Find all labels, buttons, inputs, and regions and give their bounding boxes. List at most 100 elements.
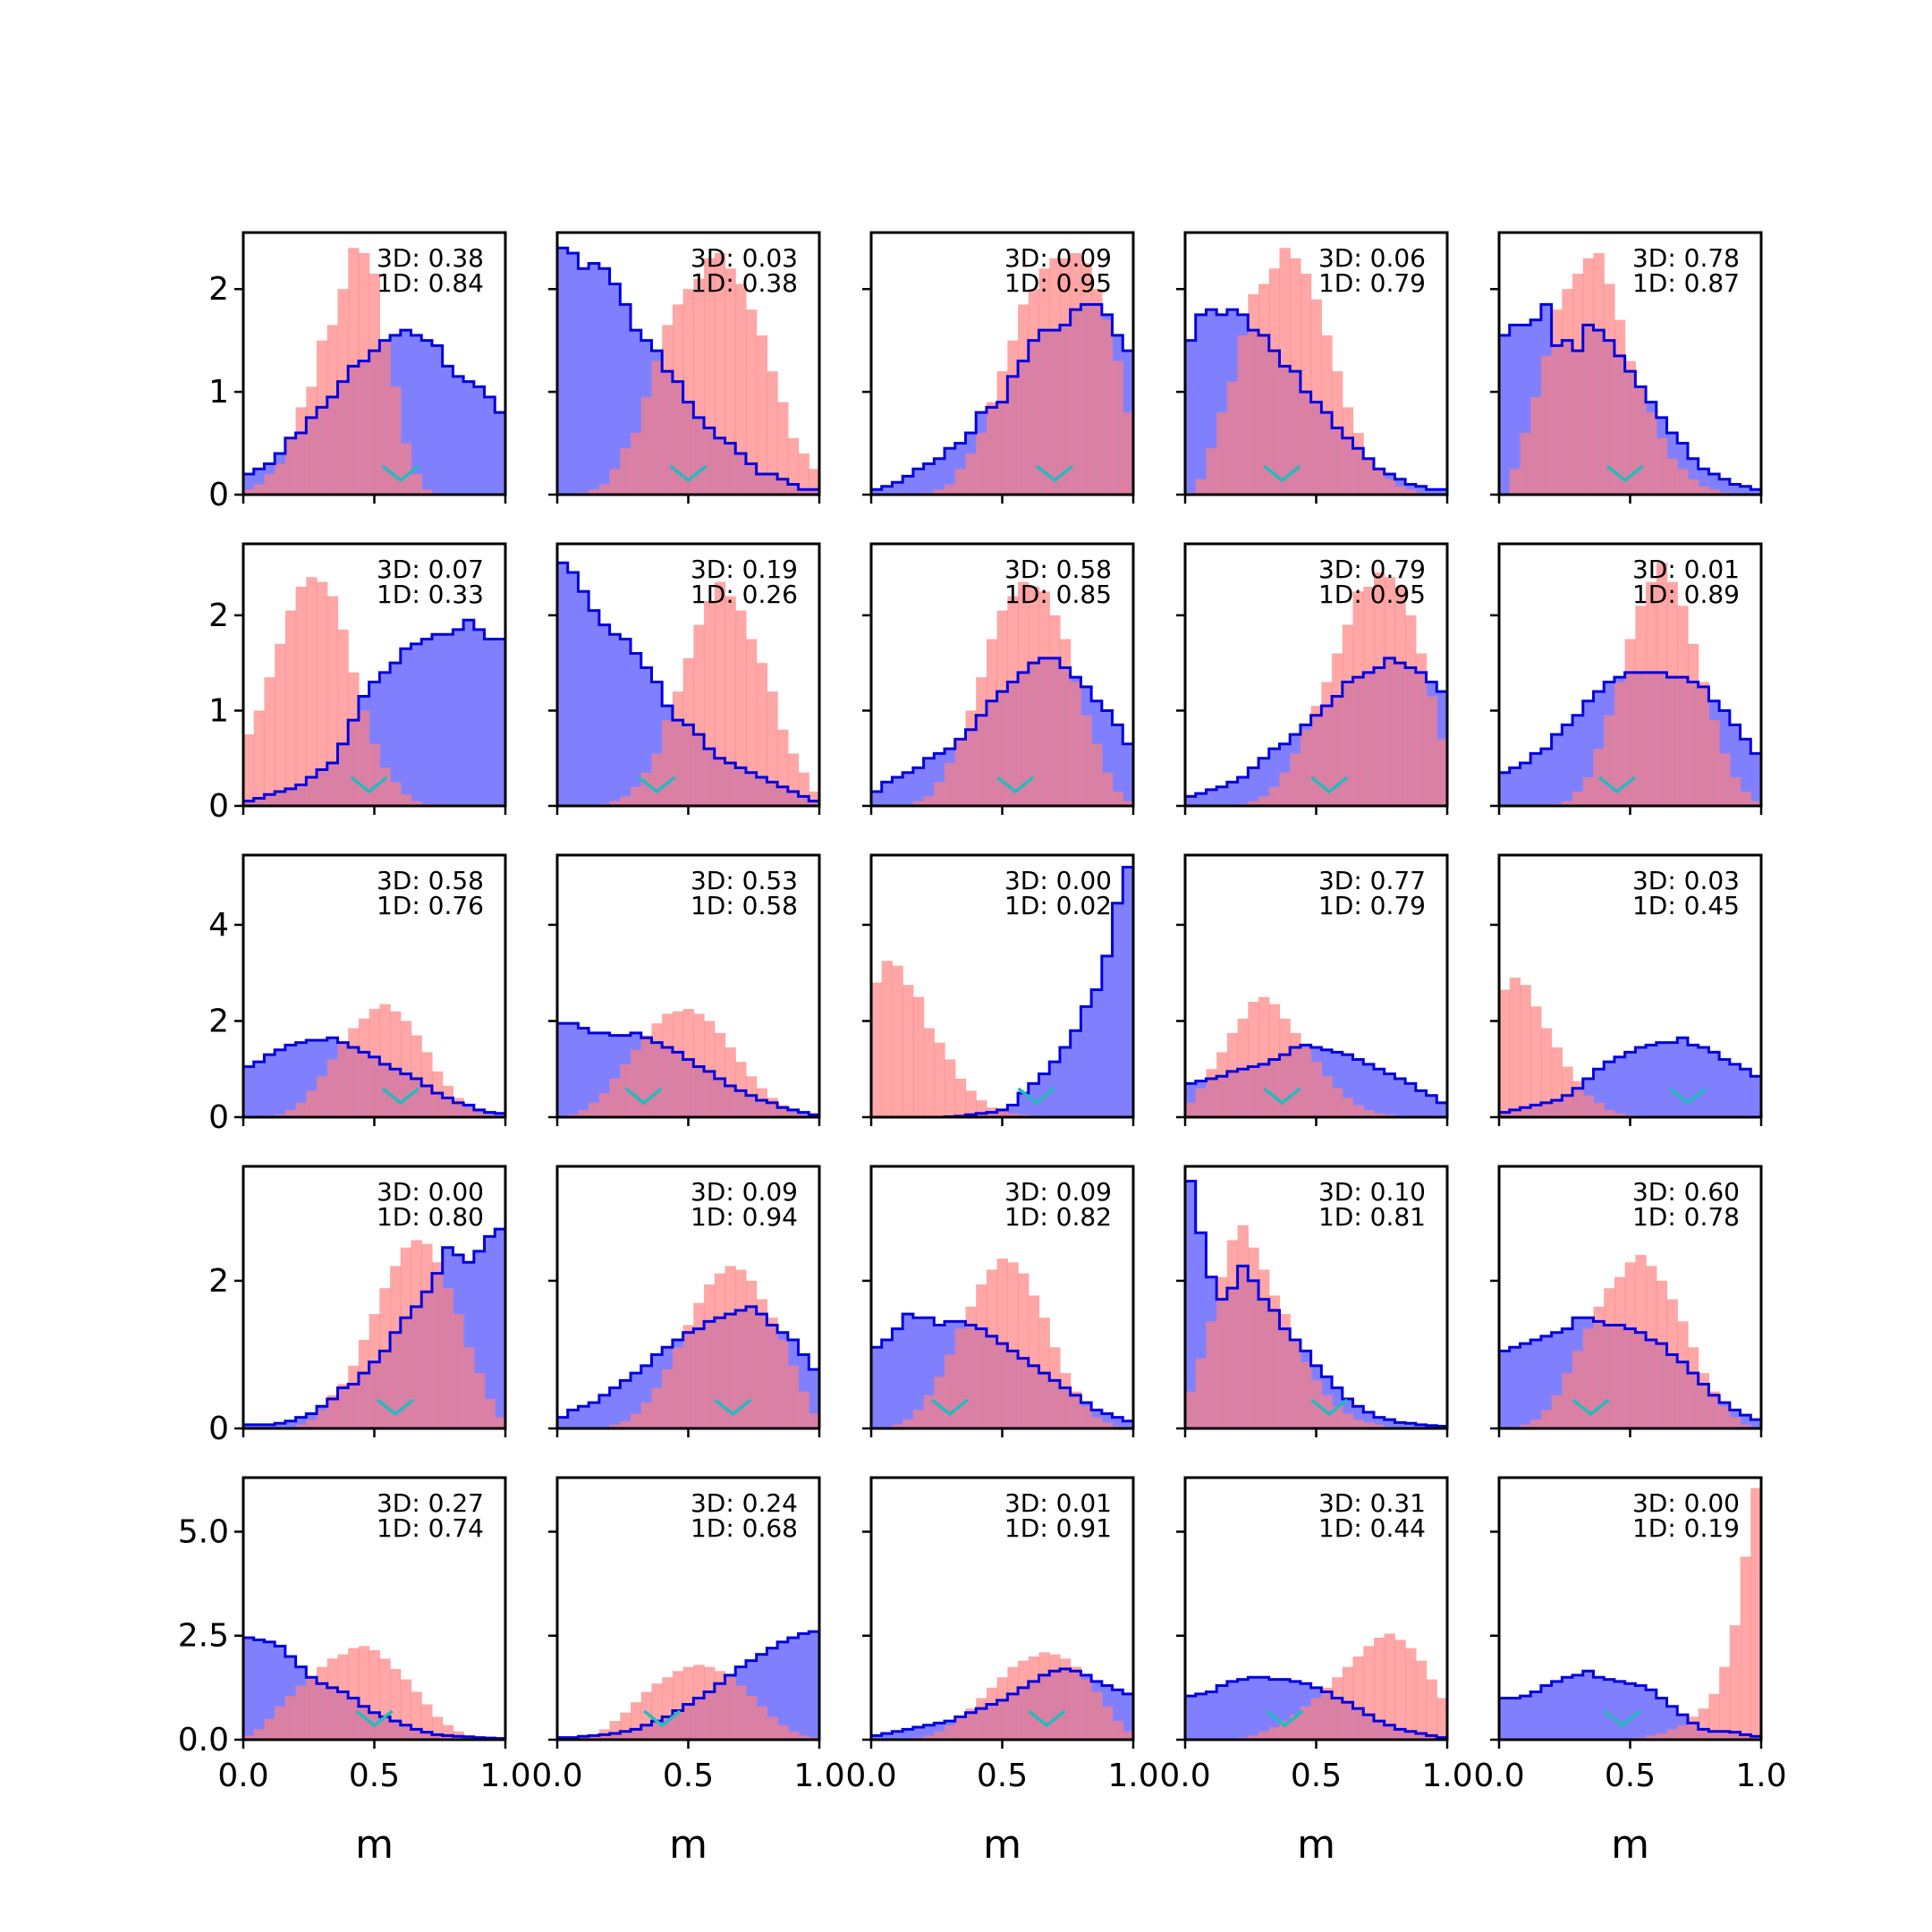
- blue-bar: [945, 448, 956, 495]
- red-bar: [1195, 479, 1208, 495]
- blue-bar: [1195, 314, 1208, 495]
- plot-area: [557, 561, 819, 806]
- red-bar: [787, 753, 800, 806]
- marker-chevron: [669, 464, 708, 483]
- red-bar: [1059, 1373, 1072, 1428]
- blue-bar: [1426, 489, 1437, 495]
- red-bar: [1300, 273, 1312, 495]
- red-bar: [484, 1398, 496, 1428]
- red-bar: [735, 1685, 747, 1740]
- red-bar: [1729, 1625, 1741, 1740]
- blue-bar: [284, 1045, 297, 1117]
- blue-bar: [557, 248, 569, 495]
- blue-bar: [609, 1387, 621, 1428]
- red-bar: [400, 1679, 412, 1740]
- x-tick-label: 0.5: [663, 1758, 714, 1794]
- blue-bar: [484, 1236, 496, 1428]
- x-tick-label: 0.5: [1605, 1758, 1656, 1794]
- red-bar: [787, 437, 800, 495]
- blue-bar: [1499, 1351, 1511, 1428]
- red-bar: [1740, 1424, 1751, 1428]
- blue-bar: [1604, 1062, 1615, 1117]
- red-bar: [1290, 1339, 1301, 1428]
- red-bar: [1237, 335, 1249, 495]
- red-bar: [1206, 1069, 1217, 1117]
- red-bar: [954, 1328, 967, 1428]
- blue-bar: [1540, 1335, 1553, 1428]
- y-tick-label: 1: [208, 692, 229, 729]
- red-bar: [1018, 304, 1030, 495]
- red-bar: [1290, 753, 1301, 806]
- red-bar: [1363, 458, 1375, 495]
- annotation-1d: 1D: 0.94: [691, 1202, 798, 1232]
- red-bar: [965, 1090, 977, 1117]
- red-bar: [1582, 777, 1595, 806]
- annotation-1d: 1D: 0.58: [691, 891, 798, 920]
- red-bar: [463, 1107, 475, 1117]
- red-bar: [693, 1665, 705, 1740]
- blue-bar: [1237, 1679, 1249, 1740]
- annotation-1d: 1D: 0.44: [1318, 1513, 1426, 1543]
- red-bar: [317, 340, 328, 495]
- blue-bar: [1216, 786, 1228, 806]
- blue-bar: [871, 489, 883, 495]
- red-bar: [1593, 749, 1605, 806]
- red-bar: [672, 1011, 684, 1117]
- red-bar: [672, 691, 684, 806]
- plot-area: [871, 1258, 1133, 1428]
- red-bar: [1279, 1018, 1291, 1117]
- blue-bar: [578, 268, 589, 495]
- blue-bar: [881, 782, 894, 806]
- blue-bar: [1091, 989, 1103, 1117]
- blue-bar: [484, 396, 496, 495]
- blue-bar: [1070, 1030, 1081, 1117]
- blue-step-outline: [243, 1227, 505, 1428]
- y-tick-label: 5.0: [178, 1513, 229, 1550]
- red-bar: [1206, 1321, 1217, 1428]
- blue-step-outline: [1499, 1036, 1761, 1117]
- red-bar: [714, 252, 726, 495]
- red-bar: [1091, 1417, 1103, 1428]
- x-tick-label: 0.0: [217, 1758, 268, 1794]
- red-bar: [411, 1691, 422, 1740]
- red-bar: [1279, 248, 1291, 495]
- red-bar: [777, 729, 789, 806]
- annotation-1d: 1D: 0.26: [691, 580, 798, 609]
- red-bar: [1740, 792, 1751, 806]
- blue-step-outline: [1499, 1669, 1761, 1740]
- red-bar: [1373, 1424, 1385, 1428]
- red-bar: [1049, 1654, 1061, 1740]
- red-bar: [745, 639, 758, 806]
- blue-bar: [1646, 1045, 1657, 1117]
- red-bar: [1677, 469, 1689, 495]
- red-bar: [326, 596, 339, 806]
- red-bar: [1300, 1361, 1312, 1428]
- annotation-1d: 1D: 0.95: [1318, 580, 1426, 609]
- red-bar: [1018, 581, 1030, 806]
- red-bar: [651, 1387, 663, 1428]
- x-tick-label: 1.0: [1107, 1758, 1158, 1794]
- blue-bar: [1520, 1696, 1531, 1740]
- red-bar: [1551, 1394, 1563, 1428]
- marker-chevron: [1310, 1398, 1349, 1417]
- red-bar: [609, 1424, 621, 1428]
- blue-bar: [1226, 782, 1239, 806]
- red-bar: [1028, 1295, 1040, 1428]
- blue-bar: [1708, 1052, 1720, 1117]
- red-bar: [1426, 1679, 1437, 1740]
- red-bar: [923, 1028, 935, 1117]
- plot-area: [1185, 1180, 1447, 1428]
- red-bar: [400, 1021, 412, 1117]
- red-bar: [1582, 1328, 1595, 1428]
- red-bar: [1708, 1693, 1720, 1740]
- red-bar: [1007, 596, 1019, 806]
- marker-chevron: [1263, 464, 1301, 483]
- red-bar: [1666, 1299, 1678, 1428]
- red-bar: [1624, 1262, 1636, 1428]
- blue-bar: [912, 1727, 925, 1740]
- red-bar: [1070, 1391, 1081, 1428]
